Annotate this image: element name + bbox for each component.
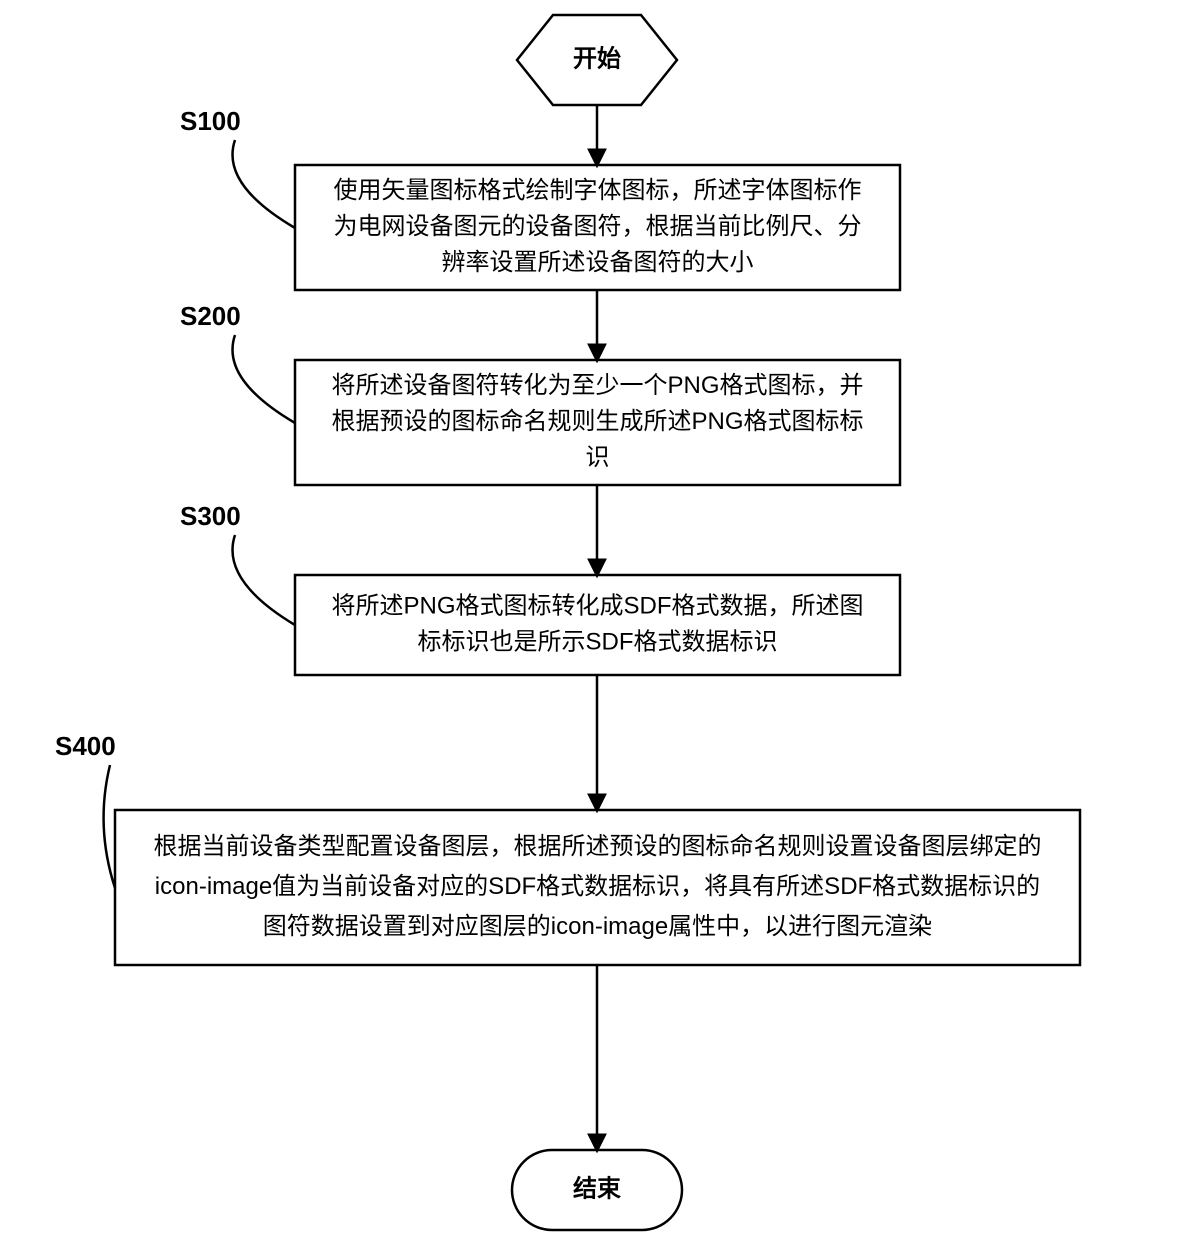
connector-curve-0 (233, 140, 296, 228)
step-text-s200-line2: 识 (586, 444, 610, 471)
step-text-s200-line0: 将所述设备图符转化为至少一个PNG格式图标，并 (331, 372, 863, 399)
step-label-s100: S100 (180, 106, 241, 136)
connector-curve-3 (104, 765, 115, 888)
step-box-s300 (295, 575, 900, 675)
step-text-s300-line0: 将所述PNG格式图标转化成SDF格式数据，所述图 (331, 592, 863, 619)
end-label: 结束 (573, 1175, 622, 1202)
step-label-s200: S200 (180, 301, 241, 331)
connector-curve-2 (233, 535, 296, 625)
step-label-s300: S300 (180, 501, 241, 531)
step-text-s100-line1: 为电网设备图元的设备图符，根据当前比例尺、分 (334, 213, 862, 240)
step-text-s200-line1: 根据预设的图标命名规则生成所述PNG格式图标标 (331, 408, 863, 435)
step-text-s400-line2: 图符数据设置到对应图层的icon-image属性中，以进行图元渲染 (263, 913, 932, 940)
step-label-s400: S400 (55, 731, 116, 761)
step-text-s100-line2: 辨率设置所述设备图符的大小 (442, 249, 754, 276)
step-text-s400-line1: icon-image值为当前设备对应的SDF格式数据标识，将具有所述SDF格式数… (155, 873, 1040, 900)
start-label: 开始 (573, 45, 621, 72)
connector-curve-1 (233, 335, 296, 423)
step-text-s400-line0: 根据当前设备类型配置设备图层，根据所述预设的图标命名规则设置设备图层绑定的 (154, 833, 1042, 860)
step-text-s300-line1: 标标识也是所示SDF格式数据标识 (418, 628, 778, 655)
step-text-s100-line0: 使用矢量图标格式绘制字体图标，所述字体图标作 (334, 177, 862, 204)
